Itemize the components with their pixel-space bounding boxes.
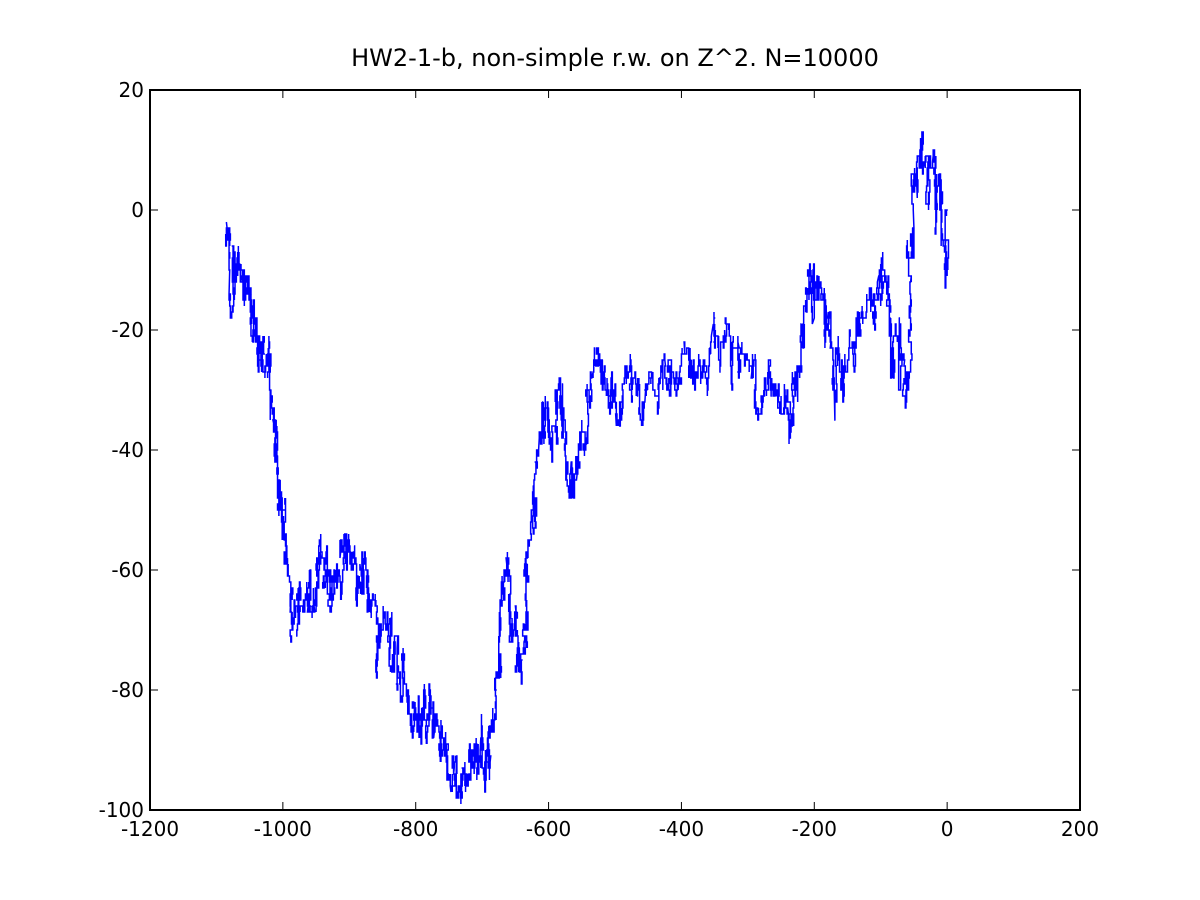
random-walk-path — [224, 131, 950, 804]
y-tick-label: -60 — [111, 558, 144, 582]
y-tick-label: 20 — [119, 78, 144, 102]
x-tick-label: -800 — [393, 817, 438, 841]
plot-frame — [149, 89, 1081, 811]
x-tick-label: -1000 — [254, 817, 312, 841]
ticks-layer: -1200 -1000 -800 -600 -400 -200 0 200-100-80-60… — [99, 78, 1099, 841]
chart-title: HW2-1-b, non-simple r.w. on Z^2. N=10000 — [351, 44, 879, 72]
x-tick-label: 200 — [1061, 817, 1099, 841]
x-tick-label: -200 — [792, 817, 837, 841]
x-tick-label: -600 — [526, 817, 571, 841]
x-tick-label: 0 — [941, 817, 954, 841]
series-layer — [224, 131, 950, 804]
x-tick-label: -1200 — [121, 817, 179, 841]
x-tick-label: -400 — [659, 817, 704, 841]
y-tick-label: -40 — [111, 438, 144, 462]
y-tick-label: -100 — [99, 798, 144, 822]
y-tick-label: -80 — [111, 678, 144, 702]
y-tick-label: -20 — [111, 318, 144, 342]
y-tick-label: 0 — [131, 198, 144, 222]
